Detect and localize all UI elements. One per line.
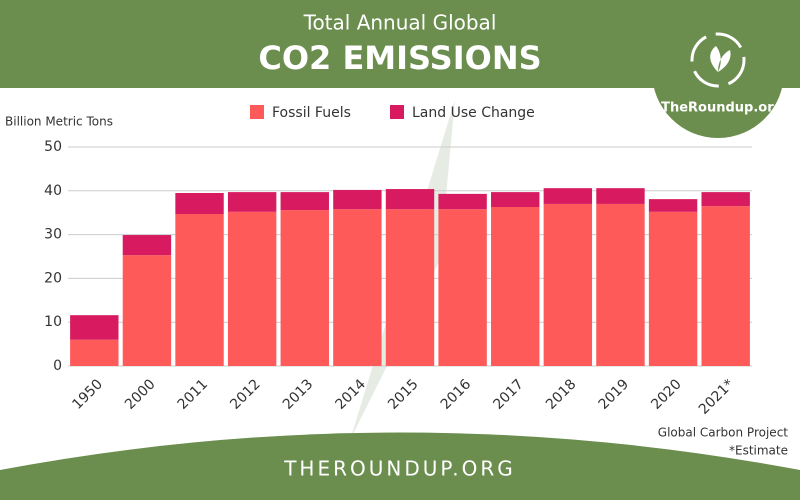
x-tick-label: 2020: [648, 376, 685, 413]
bar-segment: [543, 203, 593, 366]
bar-segment: [175, 214, 224, 366]
bar-segment: [122, 235, 172, 256]
y-tick-label: 0: [53, 358, 62, 374]
y-tick-label: 40: [44, 183, 62, 199]
bar-segment: [438, 209, 487, 366]
y-tick-label: 50: [44, 139, 62, 155]
x-tick-label: 2011: [175, 376, 212, 413]
bar-segment: [122, 255, 172, 366]
y-axis-label: Billion Metric Tons: [5, 115, 113, 129]
y-tick-label: 20: [44, 270, 62, 286]
footer-text: THEROUNDUP.ORG: [283, 457, 516, 481]
bar-segment: [596, 188, 645, 204]
footer-band: [0, 432, 800, 500]
source: Global Carbon Project: [658, 426, 788, 440]
bar-segment: [280, 192, 329, 211]
legend-label: Land Use Change: [412, 105, 535, 121]
bar-segment: [175, 192, 224, 215]
bar-segment: [385, 209, 435, 366]
chart-title: Total Annual Global: [303, 11, 497, 35]
legend-swatch: [250, 105, 264, 119]
note: *Estimate: [729, 444, 788, 458]
legend-swatch: [390, 105, 404, 119]
bar-segment: [701, 206, 750, 366]
logo-leaf: [710, 46, 731, 72]
bar-segment: [333, 209, 382, 366]
bar-segment: [385, 189, 435, 210]
logo-icon: [690, 32, 746, 88]
x-tick-label: 2016: [438, 376, 475, 413]
x-tick-label: 2017: [490, 376, 527, 413]
bar-segment: [70, 315, 119, 340]
bar-segment: [280, 210, 329, 366]
legend-label: Fossil Fuels: [272, 105, 351, 121]
y-tick-label: 30: [44, 227, 62, 243]
bar-segment: [227, 192, 277, 212]
bar-segment: [438, 193, 487, 210]
bar-segment: [491, 192, 540, 208]
bar-segment: [701, 192, 750, 207]
y-tick-label: 10: [44, 314, 62, 330]
x-tick-label: 2000: [122, 376, 159, 413]
x-tick-label: 2015: [385, 376, 422, 413]
x-tick-label: 2019: [596, 376, 633, 413]
bar-segment: [333, 189, 382, 210]
x-tick-label: 2013: [280, 376, 317, 413]
x-tick-label: 2021*: [696, 376, 737, 417]
bar-segment: [648, 199, 698, 212]
bar-segment: [227, 211, 277, 366]
bar-segment: [70, 339, 119, 366]
logo-text: TheRoundup.org: [661, 101, 783, 116]
x-tick-label: 1950: [69, 376, 106, 413]
x-tick-label: 2012: [227, 376, 264, 413]
bar-segment: [596, 203, 645, 366]
x-tick-label: 2018: [543, 376, 580, 413]
bar-segment: [648, 211, 698, 366]
bar-segment: [543, 188, 593, 204]
chart-subtitle: CO2 EMISSIONS: [258, 39, 541, 77]
bar-segment: [491, 207, 540, 366]
